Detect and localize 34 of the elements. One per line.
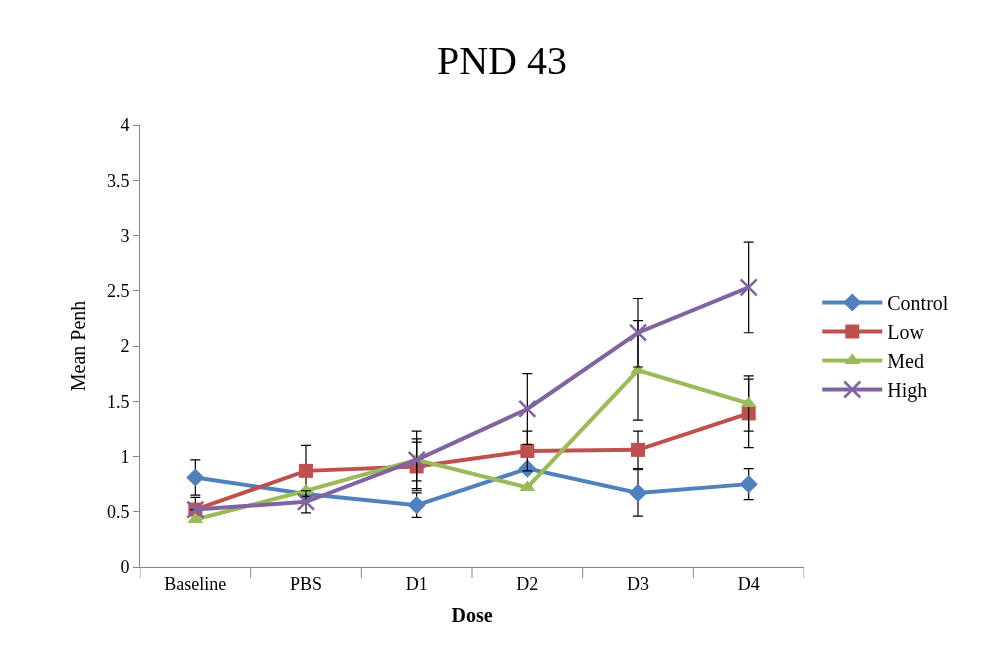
point (407, 496, 426, 515)
x-tick-label: D2 (516, 573, 539, 594)
point (628, 483, 648, 503)
point (520, 443, 535, 458)
y-tick-label: 0.5 (106, 502, 130, 523)
y-tick-label: 3.5 (106, 170, 130, 191)
y-tick-label: 2 (120, 336, 130, 357)
y-tick-label: 4 (120, 115, 130, 136)
y-tick-label: 3 (120, 225, 130, 246)
point (407, 450, 426, 470)
x-axis-title: Dose (451, 604, 493, 627)
y-tick-label: 0 (120, 557, 130, 578)
point (739, 475, 758, 494)
x-tick-label: Baseline (164, 573, 227, 594)
x-tick-label: PBS (289, 573, 323, 594)
legend-label: High (887, 379, 928, 403)
point (186, 468, 205, 487)
point (299, 463, 313, 478)
x-tick-label: D1 (405, 573, 428, 594)
y-axis-title: Mean Penh (67, 300, 90, 392)
y-tick-label: 1.5 (106, 391, 130, 412)
y-tick-label: 1 (120, 446, 130, 467)
chart-title: PND 43 (436, 37, 568, 83)
y-tick-label: 2.5 (106, 281, 130, 302)
x-tick-label: D3 (627, 573, 649, 594)
point (739, 278, 758, 297)
legend-label: Low (887, 321, 925, 344)
legend-label: Med (887, 350, 924, 373)
point (628, 323, 648, 342)
legend-label: Control (887, 292, 949, 315)
point (631, 442, 645, 457)
point (296, 492, 316, 512)
point (518, 399, 537, 419)
x-tick-label: D4 (737, 573, 760, 594)
